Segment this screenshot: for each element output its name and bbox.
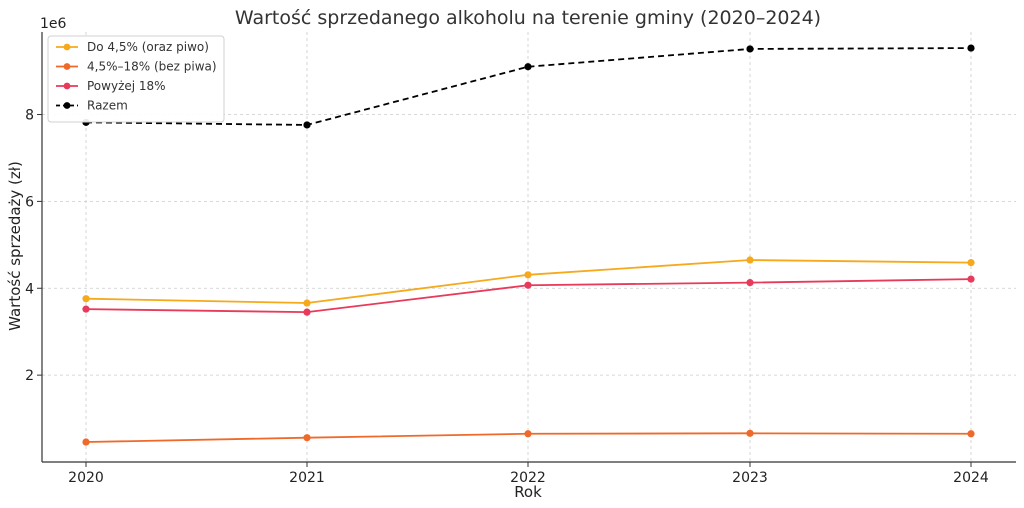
- data-point-4-2022: [524, 63, 532, 71]
- x-tick-label-2020: 2020: [68, 470, 104, 486]
- x-tick-label-2024: 2024: [953, 470, 989, 486]
- legend-marker-3: [63, 82, 71, 90]
- x-tick-label-2022: 2022: [510, 470, 546, 486]
- legend-marker-1: [63, 43, 71, 51]
- data-point-4-2023: [746, 45, 754, 53]
- legend-item-2: 4,5%–18% (bez piwa): [56, 60, 217, 74]
- series-3: [82, 275, 975, 316]
- data-point-4-2024: [967, 44, 975, 52]
- legend-item-1: Do 4,5% (oraz piwo): [56, 40, 209, 54]
- data-point-2-2023: [746, 429, 754, 437]
- y-tick-label-8: 8: [25, 108, 34, 124]
- data-point-3-2024: [967, 275, 975, 283]
- series-line-4: [85, 47, 972, 126]
- axes: 2020 2021 2022 2023 2024 2 4 6 8: [25, 32, 1016, 486]
- series-2: [82, 429, 975, 446]
- data-point-1-2020: [82, 295, 90, 303]
- legend-box: [47, 35, 225, 123]
- data-point-4-2021: [303, 121, 311, 129]
- data-point-3-2023: [746, 279, 754, 287]
- y-tick-label-2: 2: [25, 368, 34, 384]
- series-group: [82, 44, 975, 446]
- data-point-1-2021: [303, 299, 311, 307]
- data-point-1-2023: [746, 256, 754, 264]
- legend-item-4: Razem: [56, 99, 128, 113]
- legend-label-4: Razem: [87, 99, 128, 113]
- legend-label-2: 4,5%–18% (bez piwa): [87, 60, 217, 74]
- x-tick-label-2023: 2023: [732, 470, 768, 486]
- legend-marker-2: [63, 63, 71, 70]
- legend-item-3: Powyżej 18%: [56, 79, 166, 93]
- y-axis-label: Wartość sprzedaży (zł): [6, 161, 24, 331]
- data-point-1-2024: [967, 259, 975, 267]
- y-multiplier-label: 1e6: [40, 16, 67, 32]
- legend: Do 4,5% (oraz piwo) 4,5%–18% (bez piwa) Po…: [47, 35, 225, 123]
- x-axis-label: Rok: [514, 483, 542, 501]
- data-point-2-2020: [82, 438, 90, 446]
- legend-label-1: Do 4,5% (oraz piwo): [87, 40, 209, 54]
- data-point-3-2020: [82, 305, 90, 313]
- data-point-2-2024: [967, 430, 975, 438]
- legend-marker-4: [63, 102, 71, 109]
- legend-label-3: Powyżej 18%: [87, 79, 166, 93]
- data-point-2-2021: [303, 434, 311, 442]
- y-tick-label-4: 4: [25, 281, 34, 297]
- data-point-1-2022: [524, 271, 532, 279]
- data-point-2-2022: [524, 430, 532, 438]
- x-tick-label-2021: 2021: [289, 470, 325, 486]
- y-tick-label-6: 6: [25, 194, 34, 210]
- data-point-3-2022: [524, 281, 532, 289]
- data-point-3-2021: [303, 308, 311, 316]
- chart-title: Wartość sprzedanego alkoholu na terenie …: [235, 7, 821, 29]
- series-1: [82, 256, 975, 307]
